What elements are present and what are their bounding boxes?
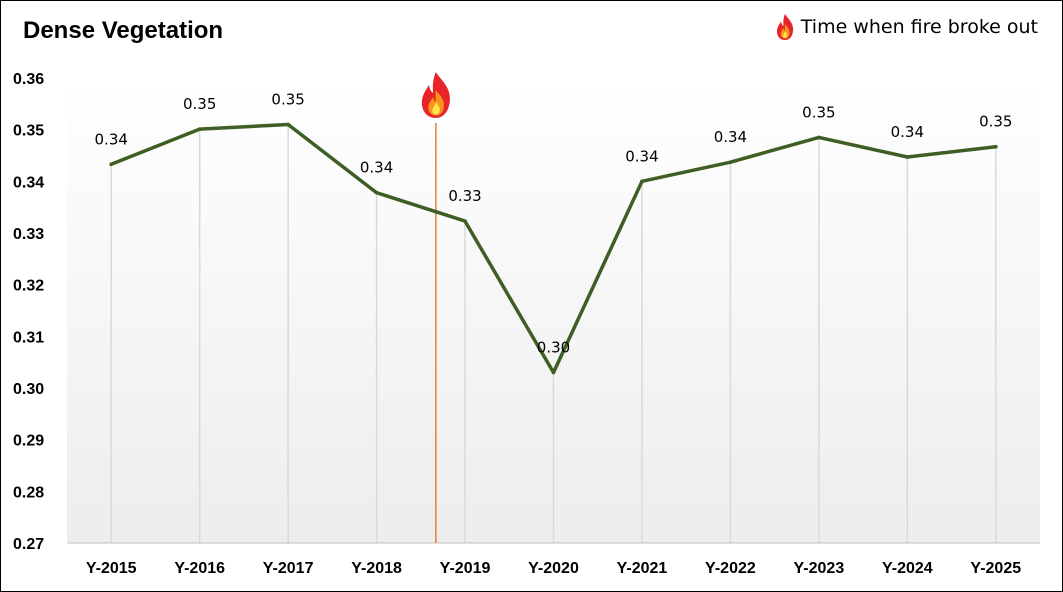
data-point <box>109 162 114 167</box>
y-tick-label: 0.30 <box>13 381 44 398</box>
data-point <box>640 179 644 184</box>
data-label: 0.35 <box>802 103 835 121</box>
x-tick-label: Y-2019 <box>440 560 491 577</box>
x-tick-label: Y-2015 <box>86 560 137 577</box>
data-label: 0.33 <box>448 187 481 205</box>
data-label: 0.35 <box>979 113 1012 131</box>
x-tick-label: Y-2023 <box>794 560 845 577</box>
data-point <box>728 160 733 165</box>
x-tick-label: Y-2022 <box>705 560 756 577</box>
data-label: 0.34 <box>714 128 747 146</box>
y-tick-label: 0.35 <box>13 123 44 140</box>
data-label: 0.34 <box>95 130 128 148</box>
data-point <box>286 122 290 127</box>
legend-label: Time when fire broke out <box>800 16 1038 38</box>
y-tick-label: 0.31 <box>13 329 44 346</box>
data-label: 0.34 <box>360 159 393 177</box>
data-label: 0.34 <box>625 147 658 165</box>
y-tick-label: 0.29 <box>13 433 44 450</box>
data-point <box>551 370 556 375</box>
x-tick-label: Y-2018 <box>351 560 402 577</box>
y-tick-label: 0.34 <box>13 174 44 191</box>
legend: Time when fire broke out <box>775 13 1038 41</box>
x-tick-label: Y-2025 <box>970 560 1021 577</box>
fire-event-icon <box>421 72 450 118</box>
x-tick-label: Y-2017 <box>263 560 314 577</box>
x-tick-label: Y-2020 <box>528 560 579 577</box>
data-point <box>905 155 910 159</box>
data-point <box>197 127 202 131</box>
x-tick-label: Y-2016 <box>174 560 225 577</box>
y-tick-label: 0.32 <box>13 278 44 295</box>
x-tick-label: Y-2024 <box>882 560 933 577</box>
data-point <box>374 190 379 195</box>
data-label: 0.35 <box>183 95 216 113</box>
y-tick-label: 0.36 <box>13 71 44 88</box>
chart-title: Dense Vegetation <box>23 17 224 44</box>
data-point <box>817 135 821 140</box>
y-tick-label: 0.28 <box>13 484 44 501</box>
data-label: 0.35 <box>271 91 304 109</box>
data-label: 0.34 <box>891 123 924 141</box>
y-tick-label: 0.33 <box>13 226 44 243</box>
x-tick-label: Y-2021 <box>617 560 668 577</box>
data-point <box>993 144 998 149</box>
y-tick-label: 0.27 <box>13 536 44 553</box>
data-label: 0.30 <box>537 339 570 357</box>
data-point <box>463 219 467 223</box>
fire-icon <box>776 14 793 40</box>
